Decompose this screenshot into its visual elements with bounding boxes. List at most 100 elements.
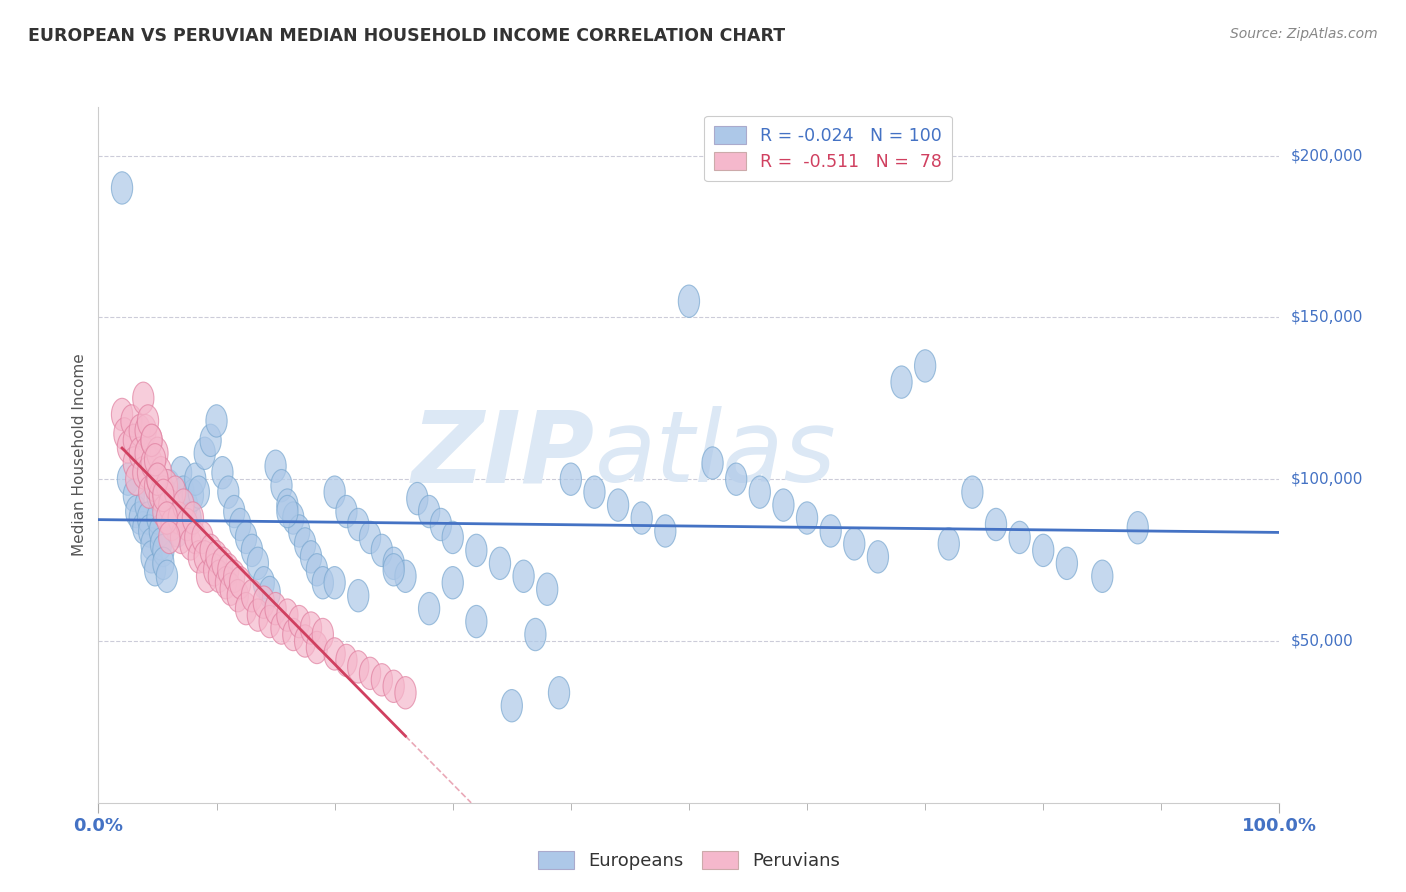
Ellipse shape [382, 554, 405, 586]
Ellipse shape [323, 638, 346, 670]
Ellipse shape [135, 437, 156, 469]
Ellipse shape [194, 437, 215, 469]
Ellipse shape [294, 528, 316, 560]
Ellipse shape [121, 405, 142, 437]
Ellipse shape [176, 508, 198, 541]
Ellipse shape [419, 592, 440, 624]
Ellipse shape [173, 476, 194, 508]
Ellipse shape [146, 463, 169, 495]
Ellipse shape [221, 573, 242, 606]
Ellipse shape [253, 586, 274, 618]
Ellipse shape [301, 541, 322, 573]
Ellipse shape [277, 599, 298, 632]
Ellipse shape [283, 502, 304, 534]
Ellipse shape [145, 443, 166, 476]
Ellipse shape [205, 541, 228, 573]
Ellipse shape [162, 483, 183, 515]
Ellipse shape [277, 495, 298, 528]
Ellipse shape [205, 405, 228, 437]
Text: $200,000: $200,000 [1291, 148, 1362, 163]
Ellipse shape [162, 508, 183, 541]
Ellipse shape [141, 541, 162, 573]
Ellipse shape [371, 664, 392, 696]
Ellipse shape [242, 534, 263, 566]
Ellipse shape [513, 560, 534, 592]
Ellipse shape [347, 580, 368, 612]
Ellipse shape [259, 576, 280, 608]
Text: $50,000: $50,000 [1291, 633, 1354, 648]
Ellipse shape [153, 534, 174, 566]
Ellipse shape [141, 425, 162, 457]
Ellipse shape [124, 425, 145, 457]
Ellipse shape [145, 469, 166, 502]
Ellipse shape [323, 476, 346, 508]
Ellipse shape [678, 285, 700, 318]
Ellipse shape [145, 554, 166, 586]
Ellipse shape [114, 417, 135, 450]
Ellipse shape [146, 463, 169, 495]
Ellipse shape [212, 457, 233, 489]
Ellipse shape [111, 172, 132, 204]
Ellipse shape [441, 521, 464, 554]
Ellipse shape [111, 399, 132, 431]
Ellipse shape [165, 502, 186, 534]
Ellipse shape [844, 528, 865, 560]
Ellipse shape [200, 425, 221, 457]
Ellipse shape [360, 657, 381, 690]
Ellipse shape [184, 521, 205, 554]
Ellipse shape [159, 469, 180, 502]
Ellipse shape [336, 644, 357, 677]
Ellipse shape [170, 457, 191, 489]
Ellipse shape [138, 457, 159, 489]
Ellipse shape [441, 566, 464, 599]
Ellipse shape [180, 502, 201, 534]
Ellipse shape [159, 489, 180, 521]
Ellipse shape [229, 566, 250, 599]
Ellipse shape [208, 560, 229, 592]
Ellipse shape [132, 457, 153, 489]
Ellipse shape [986, 508, 1007, 541]
Ellipse shape [288, 606, 309, 638]
Ellipse shape [264, 592, 287, 624]
Ellipse shape [796, 502, 818, 534]
Ellipse shape [188, 476, 209, 508]
Ellipse shape [215, 566, 236, 599]
Ellipse shape [548, 677, 569, 709]
Ellipse shape [465, 606, 486, 638]
Ellipse shape [235, 521, 257, 554]
Ellipse shape [149, 479, 170, 511]
Ellipse shape [150, 528, 172, 560]
Text: EUROPEAN VS PERUVIAN MEDIAN HOUSEHOLD INCOME CORRELATION CHART: EUROPEAN VS PERUVIAN MEDIAN HOUSEHOLD IN… [28, 27, 785, 45]
Ellipse shape [725, 463, 747, 495]
Ellipse shape [183, 479, 204, 511]
Ellipse shape [283, 618, 304, 650]
Ellipse shape [406, 483, 427, 515]
Ellipse shape [129, 437, 150, 469]
Ellipse shape [259, 606, 280, 638]
Legend: Europeans, Peruvians: Europeans, Peruvians [530, 844, 848, 877]
Ellipse shape [301, 612, 322, 644]
Ellipse shape [820, 515, 841, 547]
Ellipse shape [288, 515, 309, 547]
Ellipse shape [156, 502, 177, 534]
Ellipse shape [583, 476, 605, 508]
Ellipse shape [229, 508, 250, 541]
Ellipse shape [191, 521, 212, 554]
Text: $150,000: $150,000 [1291, 310, 1362, 325]
Ellipse shape [371, 534, 392, 566]
Ellipse shape [914, 350, 936, 382]
Ellipse shape [247, 547, 269, 580]
Ellipse shape [524, 618, 546, 650]
Ellipse shape [132, 382, 153, 415]
Ellipse shape [141, 528, 162, 560]
Ellipse shape [235, 592, 257, 624]
Ellipse shape [702, 447, 723, 479]
Ellipse shape [180, 528, 201, 560]
Ellipse shape [631, 502, 652, 534]
Ellipse shape [183, 502, 204, 534]
Ellipse shape [132, 511, 153, 544]
Ellipse shape [891, 366, 912, 399]
Ellipse shape [655, 515, 676, 547]
Ellipse shape [146, 479, 169, 511]
Text: ZIP: ZIP [412, 407, 595, 503]
